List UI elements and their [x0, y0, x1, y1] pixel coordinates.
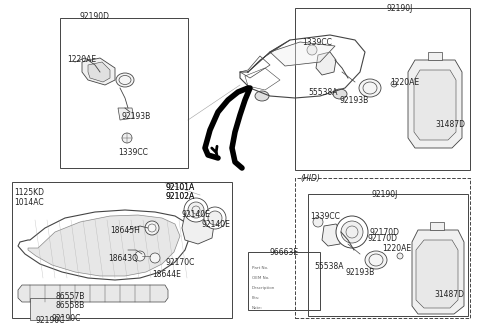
Bar — [295, 178, 470, 318]
Text: 96663E: 96663E — [269, 248, 299, 257]
Text: 18643Q: 18643Q — [108, 254, 138, 263]
Polygon shape — [28, 215, 180, 276]
Text: 86558B: 86558B — [55, 301, 84, 310]
Text: 55538A: 55538A — [308, 88, 337, 97]
Circle shape — [184, 198, 208, 222]
Text: 1339CC: 1339CC — [302, 38, 332, 47]
Polygon shape — [316, 52, 336, 75]
Text: 1125KD: 1125KD — [14, 188, 44, 197]
Polygon shape — [88, 62, 110, 82]
Text: 1339CC: 1339CC — [310, 212, 340, 221]
Text: 18645H: 18645H — [110, 226, 140, 235]
Ellipse shape — [116, 73, 134, 87]
Text: 92170C: 92170C — [165, 258, 194, 267]
Text: 92140E: 92140E — [202, 220, 231, 229]
Text: 92101A: 92101A — [165, 183, 194, 192]
Text: Fits:: Fits: — [252, 296, 260, 300]
Text: 92193B: 92193B — [346, 268, 375, 277]
Circle shape — [341, 221, 363, 243]
Text: Part No.: Part No. — [252, 266, 268, 270]
Text: 92170D: 92170D — [368, 234, 398, 243]
Text: 92170D: 92170D — [370, 228, 400, 237]
Polygon shape — [322, 224, 342, 246]
Bar — [248, 252, 320, 310]
Circle shape — [150, 253, 160, 263]
Text: 31487D: 31487D — [435, 120, 465, 129]
Circle shape — [397, 253, 403, 259]
Text: 92193B: 92193B — [122, 112, 151, 121]
Text: 92140E: 92140E — [182, 210, 211, 219]
Polygon shape — [430, 222, 444, 230]
Circle shape — [313, 217, 323, 227]
Bar — [295, 8, 470, 170]
Polygon shape — [118, 108, 134, 120]
Circle shape — [145, 221, 159, 235]
Text: 92190C: 92190C — [36, 316, 65, 325]
Text: 92190J: 92190J — [372, 190, 398, 199]
Text: 92190J: 92190J — [387, 4, 413, 13]
Circle shape — [307, 45, 317, 55]
Text: 55538A: 55538A — [314, 262, 344, 271]
Text: 1339CC: 1339CC — [118, 148, 148, 157]
Ellipse shape — [359, 79, 381, 97]
Text: 86557B: 86557B — [55, 292, 84, 301]
Text: 92102A: 92102A — [165, 192, 194, 201]
Text: 31487D: 31487D — [434, 290, 464, 299]
Text: 1220AE: 1220AE — [390, 78, 419, 87]
Bar — [30, 298, 70, 320]
Polygon shape — [182, 210, 215, 244]
Polygon shape — [270, 42, 335, 66]
Polygon shape — [408, 60, 462, 148]
Polygon shape — [18, 285, 168, 302]
Circle shape — [122, 133, 132, 143]
Text: 92190D: 92190D — [80, 12, 110, 21]
Text: (HID): (HID) — [300, 174, 320, 183]
Ellipse shape — [255, 91, 269, 101]
Circle shape — [336, 216, 368, 248]
Bar — [308, 194, 468, 316]
Text: 92102A: 92102A — [165, 192, 194, 201]
Polygon shape — [82, 58, 115, 85]
Text: 92190C: 92190C — [52, 314, 82, 323]
Circle shape — [188, 202, 204, 218]
Text: 1220AE: 1220AE — [67, 55, 96, 64]
Circle shape — [135, 251, 145, 261]
Polygon shape — [414, 70, 456, 140]
Circle shape — [208, 211, 222, 225]
Text: 1220AE: 1220AE — [382, 244, 411, 253]
Text: 1014AC: 1014AC — [14, 198, 44, 207]
Polygon shape — [428, 52, 442, 60]
Ellipse shape — [365, 251, 387, 269]
Polygon shape — [416, 240, 458, 308]
Circle shape — [391, 81, 397, 87]
Text: 92193B: 92193B — [340, 96, 369, 105]
Text: OEM No.: OEM No. — [252, 276, 269, 280]
Ellipse shape — [333, 89, 347, 99]
Polygon shape — [412, 230, 464, 314]
Text: Description: Description — [252, 286, 276, 290]
Text: 18644E: 18644E — [152, 270, 181, 279]
Text: 92101A: 92101A — [165, 183, 194, 192]
Circle shape — [204, 207, 226, 229]
Text: Note:: Note: — [252, 306, 263, 310]
